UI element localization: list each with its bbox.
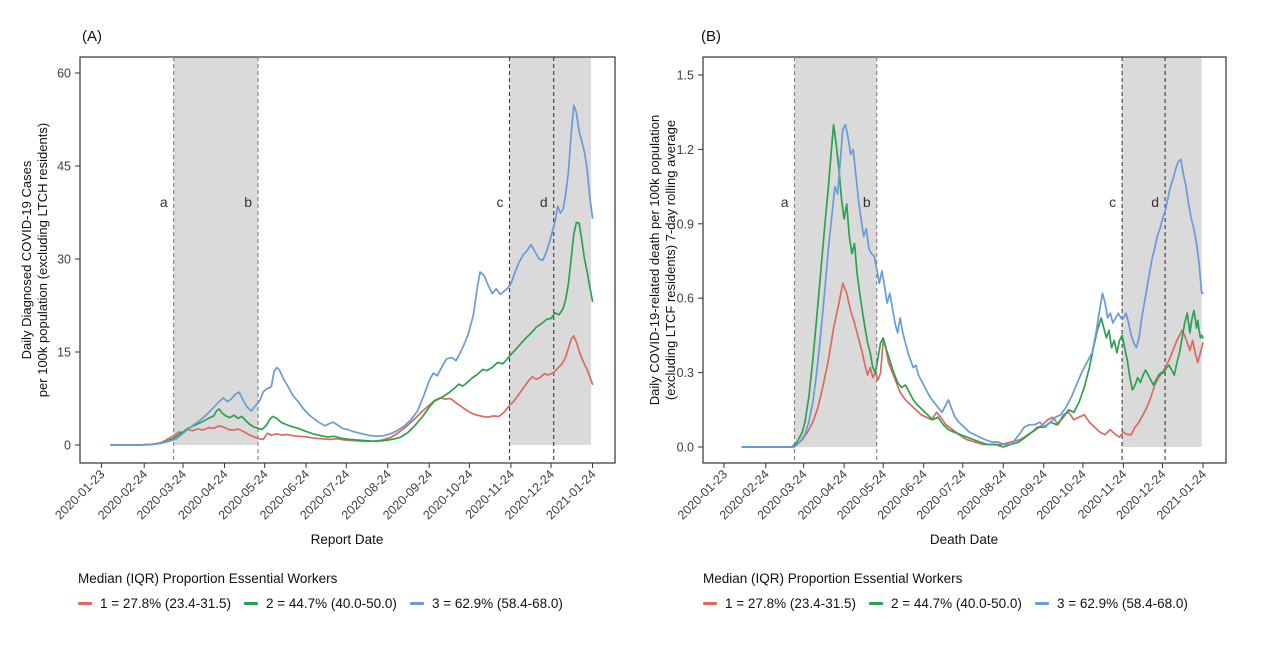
panel-a-vline-label-b: b — [244, 194, 252, 210]
panel-b-x-axis-title: Death Date — [929, 532, 999, 547]
legend-label-group-1: 1 = 27.8% (23.4-31.5) — [100, 596, 231, 611]
panel-a-series-line-group-1 — [109, 335, 594, 446]
panel-a-tag: (A) — [82, 28, 102, 45]
panel-b-y-tick-label: 0.9 — [677, 217, 694, 231]
panel-a-y-axis-title-line1: Daily Diagnosed COVID-19 Cases — [19, 160, 34, 360]
panel-b-y-tick-label: 0.3 — [677, 366, 694, 380]
panel-b-y-tick-label: 1.2 — [677, 143, 694, 157]
legend-label-group-1: 1 = 27.8% (23.4-31.5) — [725, 596, 856, 611]
legend-label-group-3: 3 = 62.9% (58.4-68.0) — [1056, 596, 1188, 611]
legend-key-red-line — [78, 602, 92, 605]
panel-b-y-axis-title-line2: (excluding LTCF residents) 7-day rolling… — [663, 119, 678, 401]
panel-a-border — [79, 56, 616, 464]
panel-b-tag: (B) — [701, 28, 721, 45]
panel-a-y-axis-title-line2: per 100k population (excluding LTCH resi… — [35, 122, 50, 398]
panel-a-y-axis-title: Daily Diagnosed COVID-19 Cases per 100k … — [19, 50, 51, 470]
legend-entries: 1 = 27.8% (23.4-31.5) 2 = 44.7% (40.0-50… — [703, 596, 1248, 611]
legend-key-blue-line — [1034, 602, 1049, 605]
panel-a-x-axis-title: Report Date — [310, 532, 384, 547]
legend-key-red-line — [703, 602, 717, 605]
panel-b-vline-label-a: a — [781, 194, 789, 210]
panel-b-vline-label-b: b — [863, 194, 871, 210]
panel-b-series-line-group-3 — [741, 123, 1204, 448]
panel-a-vline-label-d: d — [540, 194, 548, 210]
legend-key-blue-line — [409, 602, 424, 605]
legend-label-group-2: 2 = 44.7% (40.0-50.0) — [265, 596, 397, 611]
legend-entries: 1 = 27.8% (23.4-31.5) 2 = 44.7% (40.0-50… — [78, 596, 623, 611]
legend-entry-group-3: 3 = 62.9% (58.4-68.0) — [409, 596, 563, 611]
panel-b-vline-label-d: d — [1151, 194, 1159, 210]
panel-a-shaded-region-1 — [173, 57, 258, 445]
panel-a-series-line-group-3 — [109, 104, 594, 446]
panel-a-series-line-group-2 — [109, 221, 594, 446]
panel-b-shaded-region-1 — [794, 57, 877, 447]
panel-a-y-tick-label: 0 — [64, 439, 71, 453]
panel-b-y-tick-label: 0.0 — [677, 441, 694, 455]
panel-b-y-axis-title-line1: Daily COVID-19-related death per 100k po… — [647, 114, 662, 406]
legend-panel-b: Median (IQR) Proportion Essential Worker… — [703, 571, 1248, 611]
legend-entry-group-3: 3 = 62.9% (58.4-68.0) — [1034, 596, 1188, 611]
legend-entry-group-1: 1 = 27.8% (23.4-31.5) — [78, 596, 231, 611]
panel-a-y-tick-label: 45 — [57, 160, 71, 174]
legend-title: Median (IQR) Proportion Essential Worker… — [78, 571, 338, 586]
panel-b-border — [702, 56, 1227, 464]
panel-b-vline-label-c: c — [1109, 194, 1116, 210]
panel-a-shaded-region-2 — [509, 57, 592, 445]
panel-b-y-tick-label: 1.5 — [677, 69, 694, 83]
legend-entry-group-2: 2 = 44.7% (40.0-50.0) — [243, 596, 397, 611]
panel-b-series-line-group-2 — [741, 123, 1204, 448]
legend-entry-group-1: 1 = 27.8% (23.4-31.5) — [703, 596, 856, 611]
panel-b-y-axis-title: Daily COVID-19-related death per 100k po… — [647, 50, 679, 470]
panel-a-vline-label-c: c — [497, 194, 504, 210]
legend-entry-group-2: 2 = 44.7% (40.0-50.0) — [868, 596, 1022, 611]
legend-title: Median (IQR) Proportion Essential Worker… — [703, 571, 963, 586]
panel-a-y-tick-label: 15 — [57, 346, 71, 360]
panel-b-y-tick-label: 0.6 — [677, 292, 694, 306]
panel-a-vline-label-a: a — [160, 194, 168, 210]
legend-panel-a: Median (IQR) Proportion Essential Worker… — [78, 571, 623, 611]
legend-key-green-line — [243, 602, 258, 605]
legend-key-green-line — [868, 602, 883, 605]
panel-a-y-tick-label: 60 — [57, 67, 71, 81]
legend-label-group-3: 3 = 62.9% (58.4-68.0) — [431, 596, 563, 611]
legend-label-group-2: 2 = 44.7% (40.0-50.0) — [890, 596, 1022, 611]
panel-a-y-tick-label: 30 — [57, 253, 71, 267]
